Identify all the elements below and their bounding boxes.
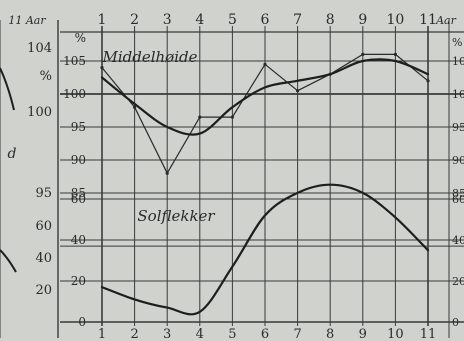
data-point-upper [100, 66, 104, 70]
data-point-upper [361, 52, 365, 57]
x-tick-label-bottom: 10 [387, 327, 404, 341]
grid [0, 20, 464, 338]
right-axis-label: % [452, 36, 462, 49]
x-tick-label-bottom: 1 [98, 327, 106, 341]
x-tick-label-bottom: 9 [359, 327, 367, 341]
x-tick-label-top: 10 [386, 12, 404, 28]
inner-lower-label: 0 [78, 315, 86, 329]
x-tick-label-top: 2 [130, 12, 139, 28]
x-tick-label-bottom: 6 [261, 327, 269, 341]
inner-upper-label: 100 [63, 87, 86, 101]
x-tick-label-top: 3 [163, 12, 172, 28]
series-line-upper-smoothed [100, 58, 430, 136]
right-axis-label: 100 [452, 88, 464, 101]
inner-lower-label: 60 [71, 192, 86, 206]
inner-upper-label: 105 [63, 54, 86, 68]
data-point-upper [198, 115, 202, 119]
right-axis-label: 60 [452, 193, 464, 206]
x-tick-label-top: 7 [293, 12, 302, 28]
data-point-upper [133, 105, 137, 109]
x-tick-label-bottom: 2 [130, 327, 138, 341]
x-tick-label-top: 1 [98, 12, 107, 28]
series-lines [0, 52, 430, 316]
data-point-upper [393, 52, 397, 57]
x-tick-label-top: 5 [228, 12, 237, 28]
left-panel-curve [0, 67, 15, 111]
annotation-solflekker: Solflekker [137, 207, 215, 225]
x-top-label-left: 11 Aar [8, 14, 46, 27]
x-tick-label-bottom: 7 [293, 327, 301, 341]
left-axis-label: 104 [27, 41, 52, 56]
x-tick-label-top: 6 [261, 12, 270, 28]
right-axis-label: 95 [452, 121, 464, 134]
x-tick-label-bottom: 3 [163, 327, 171, 341]
x-tick-label-bottom: 4 [196, 327, 204, 341]
left-axis-label: 100 [27, 105, 52, 120]
inner-lower-label: 40 [71, 233, 86, 247]
left-axis-label: % [40, 69, 52, 84]
x-tick-label-bottom: 11 [420, 327, 437, 341]
right-axis-label: 40 [452, 234, 464, 247]
right-axis-label: 0 [452, 316, 459, 329]
left-axis-label: 20 [35, 283, 52, 298]
x-tick-label-top: 9 [358, 12, 367, 28]
left-panel-label: d [8, 146, 17, 162]
data-point-upper [426, 79, 430, 83]
data-point-upper [230, 115, 234, 119]
inner-upper-label: % [75, 31, 86, 45]
left-axis-label: 95 [35, 186, 52, 201]
left-panel-curve [0, 249, 17, 273]
data-point-upper [263, 62, 267, 66]
x-tick-label-bottom: 8 [326, 327, 334, 341]
right-axis-label: 85 [452, 187, 464, 200]
right-axis-label: 20 [452, 275, 464, 288]
inner-lower-label: 20 [71, 274, 86, 288]
x-tick-label-bottom: 5 [228, 327, 236, 341]
inner-upper-label: 95 [71, 120, 86, 134]
annotation-middelhoide: Middelhøide [101, 48, 197, 66]
left-axis-label: 40 [35, 251, 52, 266]
left-axis-label: 60 [35, 219, 52, 234]
right-axis-label: 105 [452, 55, 464, 68]
x-tick-label-top: 8 [326, 12, 335, 28]
inner-upper-label: 85 [71, 186, 86, 200]
data-point-upper [296, 89, 300, 93]
x-top-suffix: Aar [435, 14, 457, 27]
data-point-upper [165, 171, 169, 175]
inner-upper-label: 90 [71, 153, 86, 167]
x-tick-label-top: 11 [419, 12, 437, 28]
x-tick-label-top: 4 [195, 12, 204, 28]
right-axis-label: 90 [452, 154, 464, 167]
series-line-lower [100, 183, 430, 316]
